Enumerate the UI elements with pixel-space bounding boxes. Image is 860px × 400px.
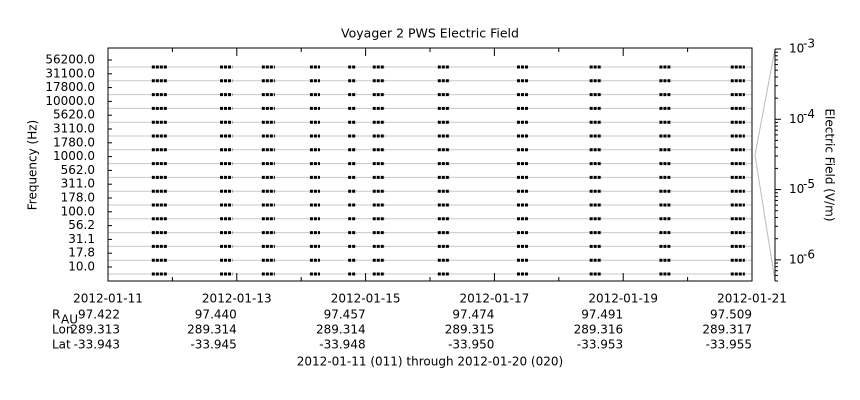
burst bbox=[730, 65, 745, 276]
ephemeris-value: -33.945 bbox=[190, 338, 236, 352]
y-tick-label: 10000.0 bbox=[45, 94, 95, 108]
ephemeris-value: 97.457 bbox=[324, 308, 366, 322]
x-tick-label: 2012-01-21 bbox=[717, 292, 787, 306]
y-tick-label: 5620.0 bbox=[53, 108, 95, 122]
ephemeris-label: Lat bbox=[52, 338, 71, 352]
y-tick-label: 178.0 bbox=[61, 191, 95, 205]
ephemeris-value: 289.314 bbox=[187, 323, 237, 337]
y-tick-label: 31.1 bbox=[68, 232, 95, 246]
x-tick-label: 2012-01-11 bbox=[73, 292, 143, 306]
burst bbox=[516, 65, 528, 276]
burst bbox=[589, 65, 602, 276]
burst bbox=[220, 65, 233, 276]
ephemeris-value: -33.953 bbox=[577, 338, 623, 352]
y-tick-label: 17.8 bbox=[68, 246, 95, 260]
y-tick-label: 31100.0 bbox=[45, 66, 95, 80]
burst bbox=[659, 65, 671, 276]
y-tick-label: 311.0 bbox=[61, 177, 95, 191]
burst bbox=[261, 65, 275, 276]
burst bbox=[151, 65, 168, 276]
ephemeris-label: Lon bbox=[52, 323, 73, 337]
y2-tick-label: 10 bbox=[789, 112, 804, 126]
ephemeris-value: -33.950 bbox=[448, 338, 494, 352]
ephemeris-value: -33.948 bbox=[319, 338, 365, 352]
y-tick-label: 56.2 bbox=[68, 218, 95, 232]
x-tick-label: 2012-01-19 bbox=[588, 292, 658, 306]
footer: 2012-01-11 (011) through 2012-01-20 (020… bbox=[297, 355, 563, 369]
y-tick-label: 1000.0 bbox=[53, 149, 95, 163]
ephemeris-value: 289.314 bbox=[316, 323, 366, 337]
ephemeris-value: 97.422 bbox=[78, 308, 120, 322]
y2-tick-exponent: -6 bbox=[803, 247, 815, 261]
y-tick-label: 17800.0 bbox=[45, 80, 95, 94]
ephemeris-value: -33.943 bbox=[74, 338, 120, 352]
y-tick-label: 100.0 bbox=[61, 204, 95, 218]
y-tick-label: 56200.0 bbox=[45, 53, 95, 67]
burst bbox=[372, 65, 385, 276]
burst bbox=[437, 65, 450, 276]
y2-tick-exponent: -5 bbox=[803, 177, 815, 191]
ephemeris-value: -33.955 bbox=[706, 338, 752, 352]
burst bbox=[309, 65, 320, 276]
chart-title: Voyager 2 PWS Electric Field bbox=[341, 26, 519, 41]
y2-tick-exponent: -3 bbox=[803, 37, 815, 51]
colorbar-label: Electric Field (V/m) bbox=[823, 108, 837, 221]
y-tick-label: 3110.0 bbox=[53, 122, 95, 136]
ephemeris-value: 289.317 bbox=[702, 323, 752, 337]
ephemeris-value: 289.316 bbox=[574, 323, 624, 337]
y2-tick-label: 10 bbox=[789, 42, 804, 56]
burst bbox=[348, 65, 357, 276]
ephemeris-value: 289.313 bbox=[70, 323, 120, 337]
ephemeris-label-sub: AU bbox=[61, 313, 78, 327]
x-tick-label: 2012-01-17 bbox=[460, 292, 530, 306]
ephemeris-value: 97.509 bbox=[710, 308, 752, 322]
ephemeris-value: 289.315 bbox=[445, 323, 495, 337]
ephemeris-value: 97.440 bbox=[195, 308, 237, 322]
zoom-line bbox=[754, 154, 776, 282]
x-tick-label: 2012-01-15 bbox=[331, 292, 401, 306]
y-tick-label: 562.0 bbox=[61, 163, 95, 177]
y2-tick-label: 10 bbox=[789, 252, 804, 266]
ephemeris-value: 97.474 bbox=[452, 308, 494, 322]
zoom-line bbox=[754, 48, 776, 156]
y-axis-label: Frequency (Hz) bbox=[26, 120, 40, 211]
y2-tick-exponent: -4 bbox=[803, 107, 815, 121]
ephemeris-value: 97.491 bbox=[581, 308, 623, 322]
y2-tick-label: 10 bbox=[789, 182, 804, 196]
y-tick-label: 1780.0 bbox=[53, 135, 95, 149]
ephemeris-label: R bbox=[52, 308, 60, 322]
x-tick-label: 2012-01-13 bbox=[202, 292, 272, 306]
y-tick-label: 10.0 bbox=[68, 260, 95, 274]
